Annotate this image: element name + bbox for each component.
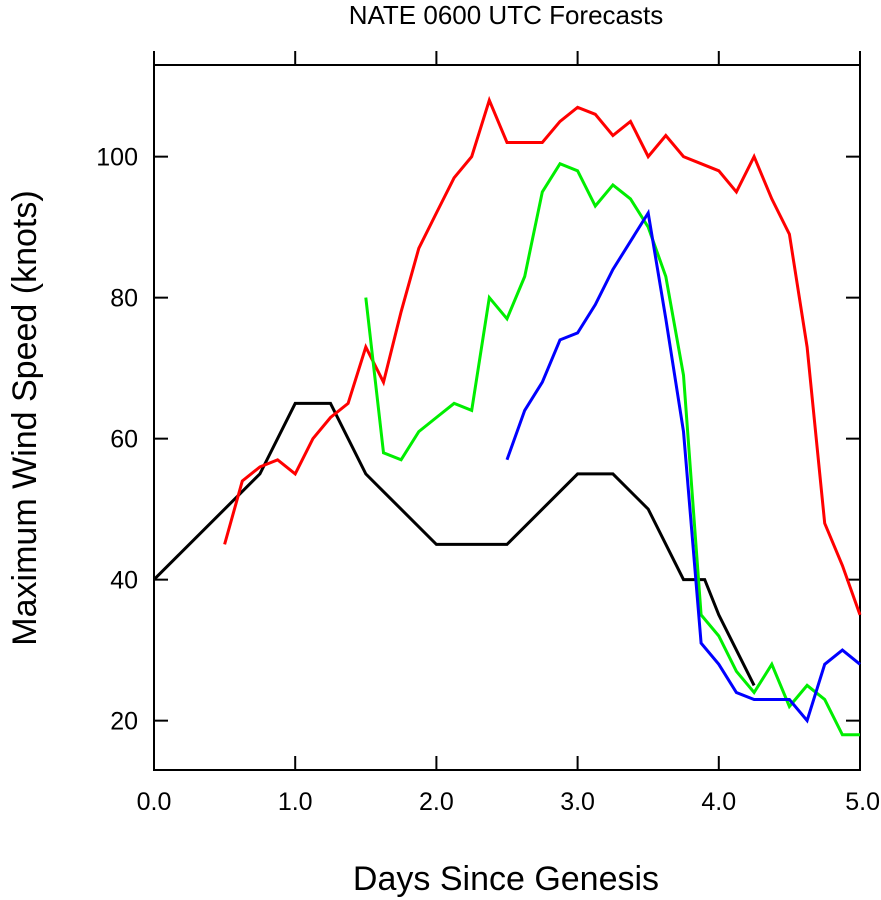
x-tick-label: 1.0: [278, 788, 313, 816]
y-tick-label: 80: [110, 285, 138, 313]
series-line-1: [223, 95, 862, 616]
y-tick-label: 100: [96, 144, 138, 172]
x-tick-label: 0.0: [137, 788, 172, 816]
x-tick-labels: 0.0 1.0 2.0 3.0 4.0 5.0: [137, 788, 880, 816]
x-tick-label: 5.0: [845, 788, 880, 816]
axis-ticks: [153, 51, 861, 770]
x-axis-label: Days Since Genesis: [353, 860, 659, 898]
plot-frame: [153, 64, 861, 771]
series-line-2: [364, 161, 860, 737]
series-line-0: [152, 401, 756, 687]
y-tick-label: 40: [110, 567, 138, 595]
x-tick-label: 2.0: [419, 788, 454, 816]
y-axis-label: Maximum Wind Speed (knots): [6, 190, 44, 645]
y-tick-label: 20: [110, 708, 138, 736]
chart-title: NATE 0600 UTC Forecasts: [349, 0, 664, 30]
plot-border: [153, 64, 861, 771]
x-tick-label: 4.0: [701, 788, 736, 816]
series-group: [152, 95, 862, 737]
y-tick-labels: 20 40 60 80 100: [96, 144, 138, 736]
series-line-3: [505, 208, 861, 724]
x-tick-label: 3.0: [560, 788, 595, 816]
y-tick-label: 60: [110, 426, 138, 454]
